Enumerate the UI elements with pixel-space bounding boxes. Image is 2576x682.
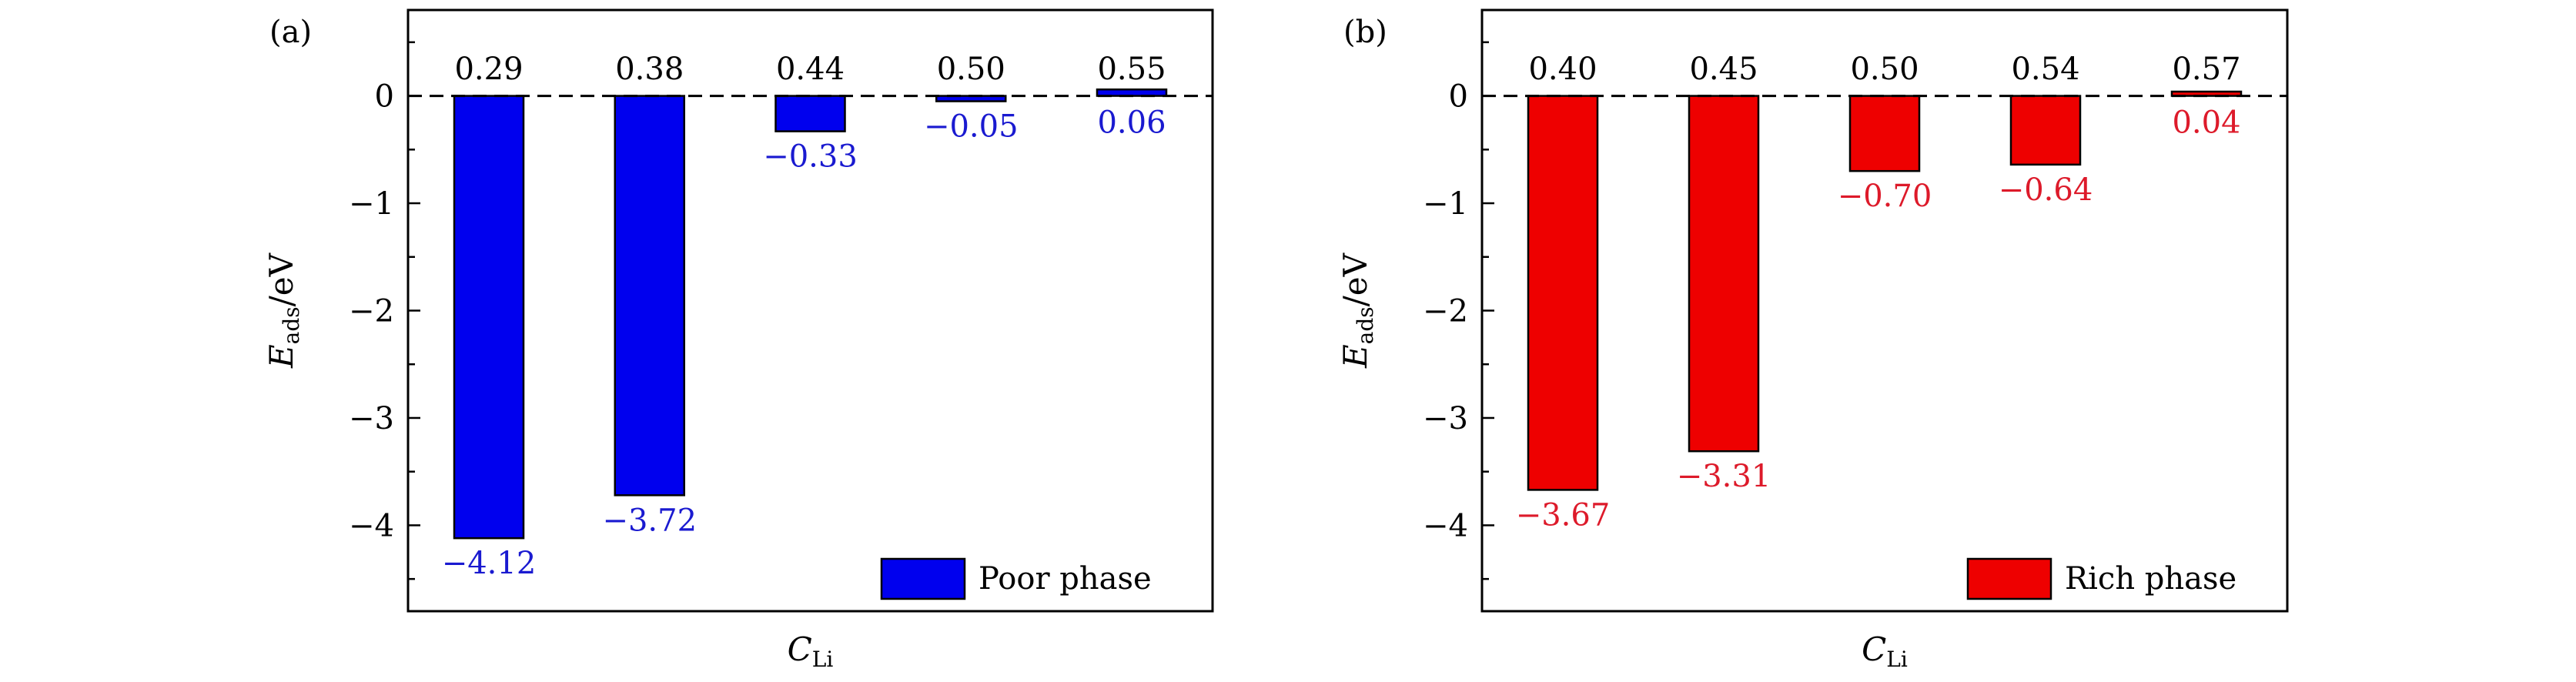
- category-label: 0.57: [2172, 52, 2240, 87]
- y-tick-label: −2: [1423, 294, 1468, 329]
- y-axis-title: Eads/eV: [263, 252, 304, 369]
- x-axis-title: CLi: [1862, 630, 1908, 672]
- bar: [614, 95, 685, 496]
- data-label: −3.72: [602, 503, 697, 538]
- panel-a: 0 −1 −2 −3 −4 0.29 −4.12 0.38 −3.72 0.44 −0.33 0.50…: [263, 8, 1214, 672]
- legend-label: Rich phase: [2065, 561, 2236, 597]
- bar: [2009, 95, 2082, 166]
- x-axis-symbol: C: [788, 630, 812, 668]
- category-label: 0.44: [776, 52, 845, 87]
- y-tick-label: −1: [349, 186, 394, 222]
- bar: [774, 95, 846, 132]
- x-axis-symbol: C: [1862, 630, 1886, 668]
- data-label: −0.33: [763, 139, 858, 175]
- category-label: 0.50: [937, 52, 1005, 87]
- x-axis-subscript: Li: [1886, 647, 1908, 672]
- x-axis-title: CLi: [788, 630, 834, 672]
- bar: [1848, 95, 1921, 172]
- y-axis-title: Eads/eV: [1337, 252, 1378, 369]
- data-label: 0.04: [2172, 105, 2240, 141]
- y-axis-subscript: ads: [279, 306, 304, 344]
- legend-swatch: [880, 557, 966, 600]
- category-label: 0.50: [1850, 52, 1919, 87]
- data-label: −0.05: [924, 109, 1019, 145]
- y-axis-subscript: ads: [1353, 306, 1378, 344]
- y-tick-label: −1: [1423, 186, 1468, 222]
- y-tick-label: 0: [1449, 79, 1468, 115]
- legend-label: Poor phase: [979, 561, 1152, 597]
- y-tick-label: −4: [349, 508, 394, 543]
- bar: [1527, 95, 1599, 491]
- panel-label: (b): [1343, 15, 1387, 50]
- y-axis-symbol: E: [263, 344, 300, 369]
- y-tick-label: −2: [349, 294, 394, 329]
- data-label: −4.12: [442, 546, 537, 581]
- panel-label: (a): [269, 15, 312, 50]
- category-label: 0.40: [1528, 52, 1597, 87]
- y-tick-label: −3: [1423, 401, 1468, 436]
- category-label: 0.55: [1097, 52, 1166, 87]
- data-label: −3.31: [1677, 459, 1771, 494]
- x-axis-subscript: Li: [812, 647, 834, 672]
- bar: [453, 95, 525, 540]
- y-tick-label: 0: [375, 79, 394, 115]
- category-label: 0.29: [454, 52, 523, 87]
- y-axis-unit: /eV: [1337, 252, 1374, 306]
- legend-swatch: [1966, 557, 2052, 600]
- y-tick-label: −4: [1423, 508, 1468, 543]
- data-label: −3.67: [1516, 497, 1611, 533]
- y-axis-unit: /eV: [263, 252, 300, 306]
- y-axis-symbol: E: [1337, 344, 1374, 369]
- category-label: 0.38: [615, 52, 684, 87]
- data-label: −0.70: [1838, 179, 1932, 214]
- data-label: −0.64: [1999, 172, 2093, 208]
- bar: [1688, 95, 1760, 453]
- panel-b: 0 −1 −2 −3 −4 0.40 −3.67 0.45 −3.31 0.50 −0.70 0.54…: [1337, 8, 2289, 672]
- y-tick-label: −3: [349, 401, 394, 436]
- category-label: 0.45: [1689, 52, 1758, 87]
- data-label: 0.06: [1097, 105, 1166, 141]
- category-label: 0.54: [2011, 52, 2079, 87]
